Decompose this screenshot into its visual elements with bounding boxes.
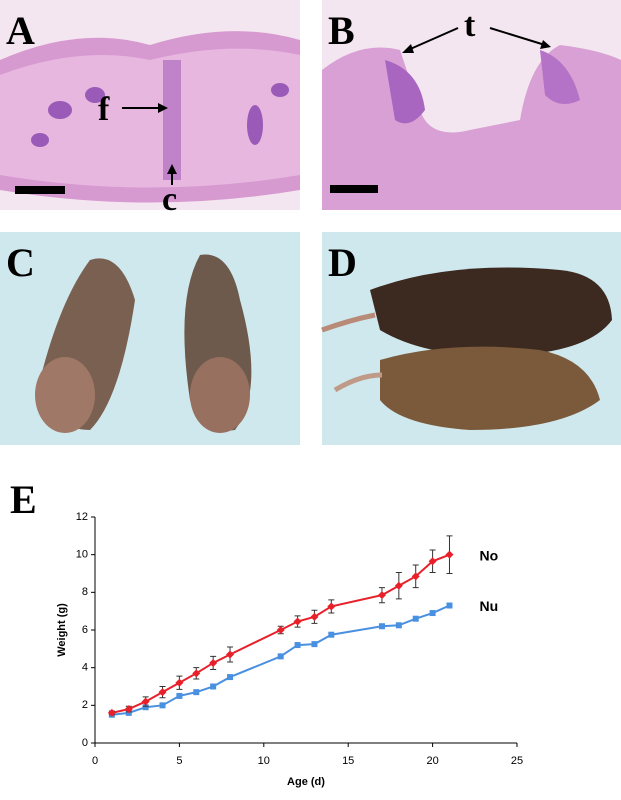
chart: 0 2 4 6 8 10 12 0 5 10 15 20 25 Age (d) Weight (g) Nu No	[56, 511, 523, 788]
arrow-head	[540, 40, 551, 49]
marker	[294, 642, 301, 649]
y-tick-label: 12	[76, 511, 88, 523]
panel-label: C	[6, 240, 35, 285]
marker	[210, 683, 217, 690]
arrow-head	[167, 164, 177, 174]
marker	[293, 617, 302, 626]
panel-d-image	[321, 232, 621, 445]
marker	[175, 678, 184, 687]
marker	[158, 688, 167, 697]
y-tick-label: 0	[82, 737, 88, 749]
y-axis-title: Weight (g)	[56, 603, 68, 657]
marker	[311, 641, 318, 648]
panel-b-image	[322, 0, 621, 210]
annotation: f	[98, 91, 110, 128]
marker	[159, 702, 166, 709]
arrow	[407, 27, 459, 51]
panel-label: A	[6, 8, 35, 53]
y-tick-label: 2	[82, 699, 88, 711]
marker	[395, 622, 402, 629]
marker	[394, 581, 403, 590]
y-tick-label: 4	[82, 662, 88, 674]
y-tick-label: 6	[82, 624, 88, 636]
marker	[176, 692, 183, 699]
y-tick-label: 8	[82, 586, 88, 598]
series-label: No	[479, 547, 498, 563]
marker	[411, 572, 420, 581]
panel-label: E	[10, 477, 37, 522]
marker	[276, 626, 285, 634]
x-tick-label: 5	[176, 755, 182, 767]
arrow	[489, 27, 546, 46]
annotation: c	[162, 181, 177, 218]
marker	[193, 689, 200, 696]
marker	[445, 550, 454, 559]
panel-label: B	[328, 8, 355, 53]
marker	[227, 674, 234, 681]
marker	[277, 653, 284, 660]
marker	[142, 704, 149, 711]
panel-label: D	[328, 240, 357, 285]
series-line	[111, 604, 450, 716]
marker	[226, 650, 235, 659]
marker	[377, 591, 386, 600]
x-axis-title: Age (d)	[287, 776, 325, 788]
marker	[428, 557, 437, 566]
arrow-head	[402, 44, 414, 53]
x-tick-label: 10	[258, 755, 270, 767]
marker	[446, 602, 453, 609]
arrow-head	[158, 103, 168, 113]
marker	[310, 612, 319, 621]
marker	[412, 615, 419, 622]
marker	[328, 631, 335, 638]
series-label: Nu	[479, 598, 498, 614]
marker	[429, 610, 436, 617]
x-tick-label: 25	[511, 755, 523, 767]
panel-a-image	[0, 0, 300, 210]
marker	[107, 708, 116, 717]
marker	[327, 602, 336, 611]
y-tick-label: 10	[76, 549, 88, 561]
marker	[378, 623, 385, 630]
x-tick-label: 15	[342, 755, 354, 767]
x-tick-label: 20	[426, 755, 438, 767]
x-tick-label: 0	[92, 755, 98, 767]
panel-c-image	[0, 232, 300, 445]
marker	[141, 697, 150, 706]
annotation: t	[464, 7, 476, 44]
marker	[209, 658, 218, 667]
marker	[124, 705, 133, 714]
marker	[192, 669, 201, 678]
